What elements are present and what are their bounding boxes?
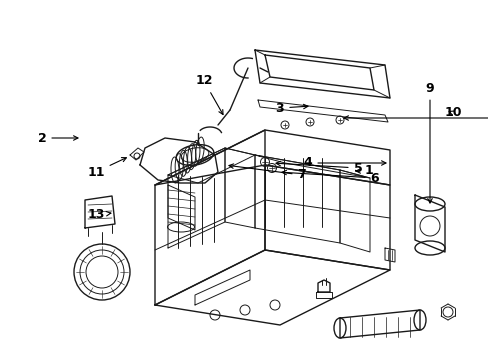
Text: 1: 1: [355, 165, 373, 177]
Text: 6: 6: [282, 170, 379, 184]
Text: 2: 2: [38, 131, 78, 144]
Text: 3: 3: [275, 102, 307, 114]
Text: 8: 8: [344, 112, 488, 125]
Text: 13: 13: [87, 208, 111, 221]
Text: 10: 10: [443, 107, 461, 120]
Text: 9: 9: [425, 81, 433, 203]
Text: 12: 12: [195, 75, 223, 114]
Text: 5: 5: [275, 161, 362, 175]
Text: 4: 4: [303, 157, 385, 170]
Text: 7: 7: [228, 164, 306, 181]
Text: 11: 11: [87, 158, 126, 179]
